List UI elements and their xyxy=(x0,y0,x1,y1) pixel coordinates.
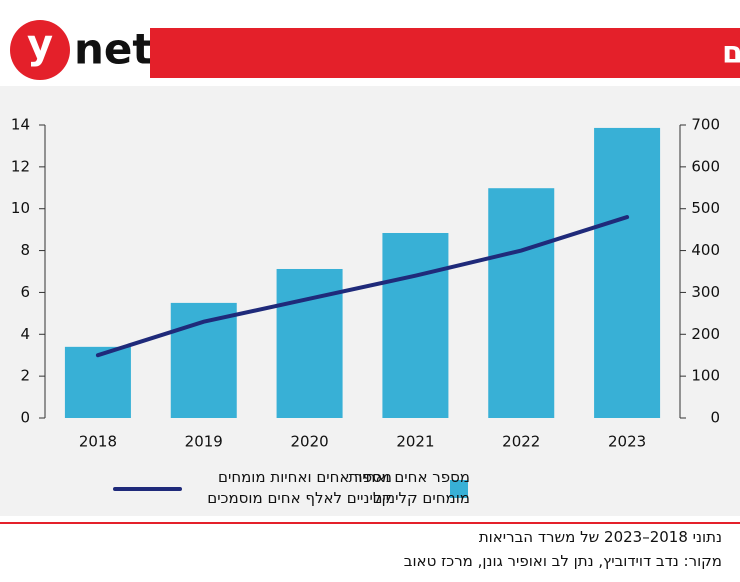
x-tick-label: 2018 xyxy=(79,433,117,451)
y-tick-label: 6 xyxy=(20,283,30,301)
x-tick-label: 2023 xyxy=(608,433,646,451)
bar xyxy=(382,232,449,418)
y-tick-label: 12 xyxy=(11,157,30,175)
footer-line: נתוני 2018–2023 של משרד הבריאות xyxy=(478,528,722,546)
y-tick-label: 14 xyxy=(11,116,30,134)
y-tick-label: 8 xyxy=(20,241,30,259)
title: אחיות ואחים מומחים קליניים xyxy=(722,36,740,71)
x-tick-label: 2020 xyxy=(290,433,328,451)
bar xyxy=(64,346,131,418)
legend-bar-label: מספר אחים ואחיות מומחים קליניים xyxy=(348,468,470,507)
y-tick-label: 10 xyxy=(11,199,30,217)
logo-circle xyxy=(10,20,70,80)
x-tick-label: 2022 xyxy=(502,433,540,451)
y2-tick-label: 700 xyxy=(691,116,720,134)
y2-tick-label: 400 xyxy=(691,241,720,259)
legend-line-label: מספר אחים ואחיות מומחים קליניים לאלף אחי… xyxy=(207,468,392,507)
y2-tick-label: 100 xyxy=(691,367,720,385)
y2-tick-label: 300 xyxy=(691,283,720,301)
logo-net: net xyxy=(74,25,152,74)
logo-y: y xyxy=(27,22,53,68)
title-banner xyxy=(150,28,740,78)
x-tick-label: 2019 xyxy=(185,433,223,451)
y2-tick-label: 500 xyxy=(691,199,720,217)
x-tick-label: 2021 xyxy=(396,433,434,451)
line xyxy=(95,215,630,358)
legend-bar-swatch xyxy=(450,480,468,498)
bar xyxy=(276,268,343,418)
footer-line: מקור: נדב דוידוביץ, נתן לב ואופיר גונן, … xyxy=(403,552,722,570)
y-tick-label: 0 xyxy=(20,409,30,427)
y2-tick-label: 600 xyxy=(691,157,720,175)
bar xyxy=(488,188,555,418)
y-tick-label: 2 xyxy=(20,367,30,385)
y2-tick-label: 0 xyxy=(710,409,720,427)
y-tick-label: 4 xyxy=(20,325,30,343)
bar xyxy=(594,127,661,419)
y2-tick-label: 200 xyxy=(691,325,720,343)
